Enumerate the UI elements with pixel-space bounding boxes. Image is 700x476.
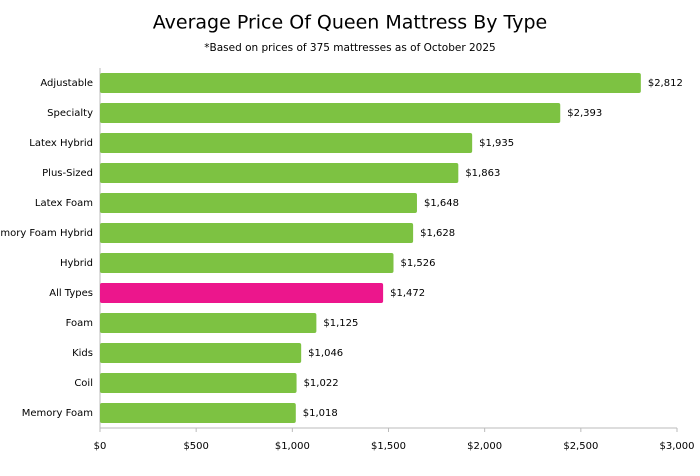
bar [100, 133, 473, 153]
y-tick-label: Specialty [47, 108, 93, 119]
y-tick-label: Memory Foam [22, 408, 93, 419]
y-tick-label: Latex Hybrid [29, 138, 93, 149]
value-label: $1,935 [479, 138, 514, 149]
x-tick-label: $2,000 [467, 441, 502, 452]
bar [100, 253, 394, 273]
bar [100, 103, 561, 123]
chart-title: Average Price Of Queen Mattress By Type [153, 12, 547, 34]
bar [100, 283, 384, 303]
bar [100, 373, 297, 393]
bar [100, 403, 296, 423]
value-label: $1,022 [304, 378, 339, 389]
bar [100, 73, 641, 93]
y-tick-label: All Types [49, 288, 93, 299]
value-label: $2,812 [648, 78, 683, 89]
value-label: $1,018 [303, 408, 338, 419]
value-label: $1,125 [323, 318, 358, 329]
value-label: $1,628 [420, 228, 455, 239]
bar [100, 163, 459, 183]
bar [100, 193, 417, 213]
x-tick-label: $500 [183, 441, 208, 452]
bar [100, 223, 414, 243]
y-tick-label: Adjustable [40, 78, 93, 89]
y-tick-label: Kids [72, 348, 93, 359]
y-tick-label: Plus-Sized [42, 168, 93, 179]
x-tick-label: $0 [94, 441, 107, 452]
x-tick-label: $2,500 [563, 441, 598, 452]
value-label: $1,046 [308, 348, 343, 359]
x-tick-label: $1,500 [371, 441, 406, 452]
y-tick-label: Coil [74, 378, 93, 389]
y-tick-label: Hybrid [60, 258, 93, 269]
bar [100, 343, 302, 363]
x-tick-label: $1,000 [275, 441, 310, 452]
value-label: $1,863 [465, 168, 500, 179]
value-label: $1,472 [390, 288, 425, 299]
value-label: $1,648 [424, 198, 459, 209]
y-tick-label: Foam [66, 318, 93, 329]
x-tick-label: $3,000 [660, 441, 695, 452]
value-label: $1,526 [401, 258, 436, 269]
y-tick-label: Memory Foam Hybrid [0, 228, 93, 239]
bar [100, 313, 317, 333]
value-label: $2,393 [567, 108, 602, 119]
y-tick-label: Latex Foam [35, 198, 93, 209]
chart-subtitle: *Based on prices of 375 mattresses as of… [204, 42, 495, 54]
